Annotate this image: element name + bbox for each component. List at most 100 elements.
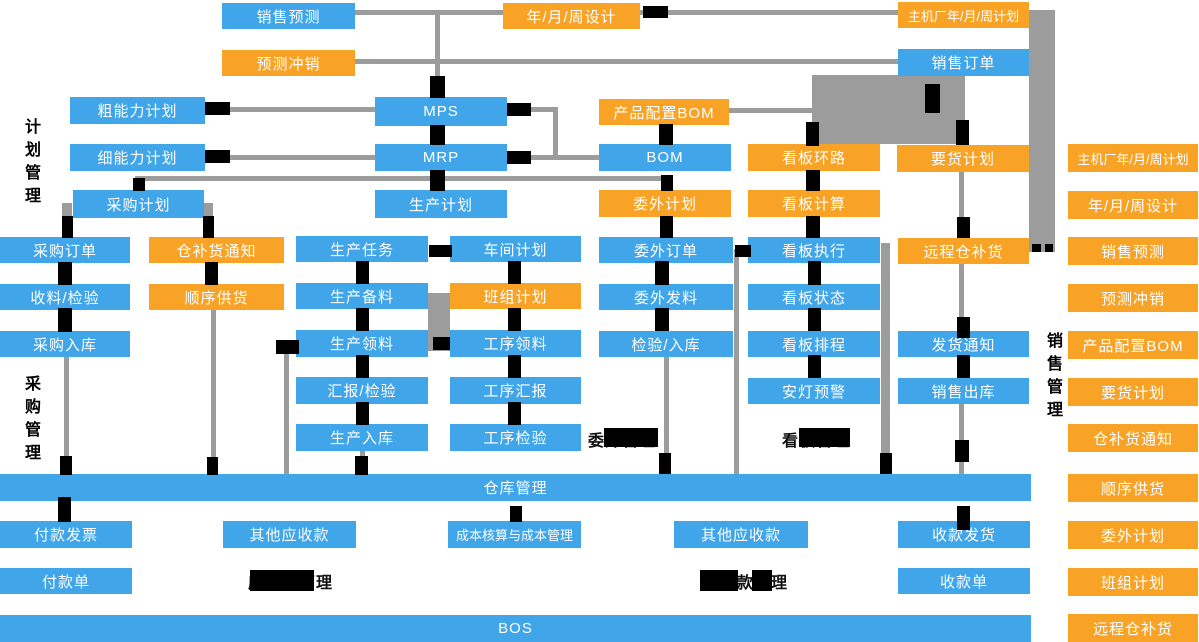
connector-line bbox=[553, 107, 558, 160]
node-remote-warehouse-replenishment: 远程仓补货 bbox=[898, 238, 1029, 264]
junction-mark bbox=[60, 456, 72, 475]
node-mrp: MRP bbox=[375, 144, 507, 171]
connector-line bbox=[135, 176, 667, 181]
junction-mark bbox=[356, 402, 369, 425]
junction-mark bbox=[508, 402, 521, 425]
connector-line bbox=[640, 10, 898, 15]
node-sales-outbound: 销售出库 bbox=[898, 378, 1029, 404]
junction-mark bbox=[806, 216, 820, 238]
connector-line bbox=[284, 345, 289, 474]
junction-mark bbox=[808, 355, 821, 378]
junction-mark bbox=[507, 103, 531, 116]
node-process-report: 工序汇报 bbox=[450, 377, 581, 404]
node-rc-year-month-week-design: 年/月/周设计 bbox=[1068, 191, 1198, 219]
node-kanban-status: 看板状态 bbox=[748, 284, 880, 310]
node-other-receivables-left: 其他应收款 bbox=[223, 521, 356, 548]
connector-line bbox=[355, 59, 898, 64]
node-sales-forecast: 销售预测 bbox=[222, 3, 355, 29]
connector-line bbox=[734, 249, 739, 474]
group-label-vertical: 计划管理 bbox=[22, 118, 39, 210]
node-team-plan: 班组计划 bbox=[450, 283, 581, 309]
node-bom: BOM bbox=[599, 144, 731, 171]
connector-line bbox=[207, 107, 375, 112]
connector-line bbox=[959, 171, 964, 238]
junction-mark bbox=[957, 506, 970, 530]
junction-mark bbox=[429, 245, 452, 257]
junction-mark bbox=[956, 120, 969, 145]
junction-mark bbox=[655, 261, 669, 285]
node-rc-forecast-offset: 预测冲销 bbox=[1068, 284, 1198, 312]
node-process-inspection: 工序检验 bbox=[450, 424, 581, 451]
node-production-task: 生产任务 bbox=[296, 236, 428, 262]
junction-mark bbox=[205, 262, 218, 285]
node-warehouse-management: 仓库管理 bbox=[0, 474, 1031, 501]
node-purchase-order: 采购订单 bbox=[0, 237, 130, 263]
junction-mark bbox=[735, 245, 751, 257]
node-payment-slip: 付款单 bbox=[0, 568, 132, 594]
node-fine-capacity-plan: 细能力计划 bbox=[70, 144, 205, 171]
junction-mark bbox=[799, 428, 850, 447]
junction-mark bbox=[356, 308, 369, 331]
node-andon-warning: 安灯预警 bbox=[748, 378, 880, 404]
junction-mark bbox=[507, 151, 531, 164]
junction-mark bbox=[806, 170, 820, 191]
connector-line bbox=[355, 10, 505, 15]
node-demand-plan: 要货计划 bbox=[897, 145, 1029, 172]
node-sequential-supply: 顺序供货 bbox=[149, 284, 284, 310]
node-payment-invoice: 付款发票 bbox=[0, 521, 132, 548]
node-production-plan: 生产计划 bbox=[375, 190, 507, 218]
node-production-material-prep: 生产备料 bbox=[296, 283, 428, 309]
junction-mark bbox=[1045, 244, 1053, 252]
junction-mark bbox=[806, 122, 819, 146]
junction-mark bbox=[430, 170, 445, 191]
connector-line bbox=[1029, 10, 1055, 252]
connector-line bbox=[664, 357, 669, 474]
node-purchase-plan: 采购计划 bbox=[73, 190, 204, 218]
junction-mark bbox=[510, 506, 522, 522]
group-label-vertical: 销售管理 bbox=[1044, 332, 1061, 424]
node-bos: BOS bbox=[0, 615, 1031, 642]
connector-line bbox=[211, 310, 216, 474]
node-mps: MPS bbox=[375, 97, 507, 126]
junction-mark bbox=[205, 102, 230, 115]
node-kanban-calculation: 看板计算 bbox=[748, 190, 880, 217]
node-kanban-execution: 看板执行 bbox=[748, 237, 880, 263]
node-year-month-week-design: 年/月/周设计 bbox=[503, 3, 640, 29]
group-label-vertical: 采购管理 bbox=[22, 375, 39, 467]
junction-mark bbox=[925, 84, 940, 113]
node-report-inspection: 汇报/检验 bbox=[296, 377, 428, 404]
junction-mark bbox=[508, 308, 521, 331]
connector-line bbox=[812, 75, 965, 144]
junction-mark bbox=[58, 308, 72, 332]
junction-mark bbox=[133, 178, 145, 191]
node-other-receivables-right: 其他应收款 bbox=[674, 521, 808, 548]
node-product-config-bom: 产品配置BOM bbox=[599, 99, 729, 125]
node-forecast-offset: 预测冲销 bbox=[222, 50, 355, 76]
node-rc-remote-warehouse-replenishment: 远程仓补货 bbox=[1068, 614, 1198, 642]
junction-mark bbox=[508, 261, 521, 284]
connector-line bbox=[207, 155, 375, 160]
node-inspection-inbound: 检验/入库 bbox=[599, 331, 733, 357]
connector-line bbox=[64, 357, 69, 474]
node-kanban-scheduling: 看板排程 bbox=[748, 331, 880, 357]
junction-mark bbox=[955, 440, 969, 462]
node-workshop-plan: 车间计划 bbox=[450, 236, 581, 262]
junction-mark bbox=[276, 340, 299, 354]
junction-mark bbox=[604, 428, 658, 447]
junction-mark bbox=[207, 457, 218, 475]
junction-mark bbox=[58, 262, 72, 285]
junction-mark bbox=[957, 317, 970, 338]
junction-mark bbox=[203, 216, 214, 238]
node-rc-demand-plan: 要货计划 bbox=[1068, 378, 1198, 406]
node-rough-capacity-plan: 粗能力计划 bbox=[70, 97, 205, 124]
node-receipt-delivery: 收款发货 bbox=[898, 521, 1030, 548]
node-receiving-inspection: 收料/检验 bbox=[0, 284, 130, 310]
connector-line bbox=[959, 264, 964, 331]
node-rc-warehouse-replenishment-notice: 仓补货通知 bbox=[1068, 424, 1198, 452]
node-rc-team-plan: 班组计划 bbox=[1068, 568, 1198, 596]
junction-mark bbox=[659, 453, 671, 474]
node-warehouse-replenishment-notice: 仓补货通知 bbox=[149, 237, 284, 263]
junction-mark bbox=[355, 456, 368, 475]
junction-mark bbox=[808, 308, 821, 331]
